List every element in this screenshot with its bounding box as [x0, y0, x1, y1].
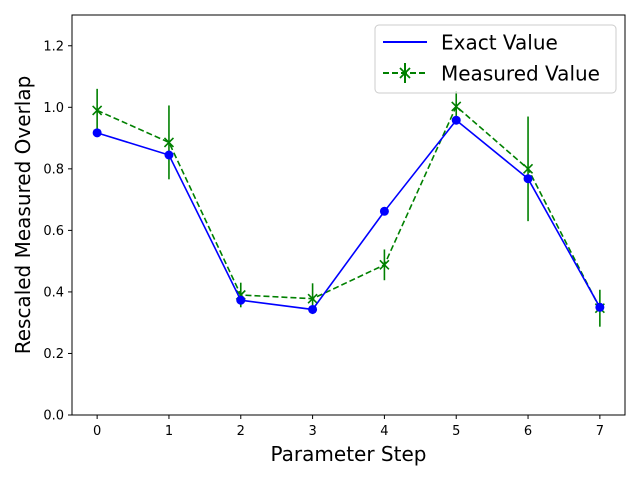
y-tick-label-3: 0.6	[43, 224, 64, 239]
point-exact-0	[92, 128, 102, 138]
plot-frame	[71, 14, 626, 416]
legend: Exact Value Measured Value	[374, 24, 617, 94]
y-tick-label-1: 0.2	[43, 347, 64, 362]
x-tick-label-2: 2	[237, 424, 245, 439]
point-measured-5	[451, 101, 462, 112]
point-exact-4	[379, 206, 389, 216]
x-tick-label-1: 1	[165, 424, 173, 439]
x-tick-label-6: 6	[524, 424, 532, 439]
y-tick-label-2: 0.4	[43, 285, 64, 300]
legend-label-measured: Measured Value	[441, 62, 600, 86]
y-tick-label-6: 1.2	[43, 39, 64, 54]
point-measured-1	[163, 137, 175, 148]
point-exact-3	[308, 304, 318, 314]
legend-label-exact: Exact Value	[441, 31, 558, 55]
x-axis-label: Parameter Step	[271, 442, 427, 466]
point-exact-5	[451, 115, 461, 125]
point-exact-2	[236, 295, 246, 305]
series-exact-line	[96, 119, 601, 311]
series-layer	[92, 88, 605, 327]
x-tick-label-0: 0	[93, 424, 101, 439]
x-tick-label-4: 4	[380, 424, 388, 439]
point-measured-3	[307, 293, 318, 304]
x-tick-label-5: 5	[452, 424, 460, 439]
y-tick-label-4: 0.8	[43, 162, 64, 177]
series-measured-line	[96, 105, 601, 309]
y-tick-label-5: 1.0	[43, 101, 64, 116]
legend-swatch-measured-marker	[399, 67, 411, 79]
x-tick-label-7: 7	[596, 424, 604, 439]
x-axis: 0 1 2 3 4 5 6 7	[93, 415, 604, 439]
point-exact-1	[164, 150, 174, 160]
y-tick-label-0: 0.0	[43, 409, 64, 424]
legend-frame	[374, 24, 617, 94]
x-tick-label-3: 3	[308, 424, 316, 439]
y-axis: 0.0 0.2 0.4 0.6 0.8 1.0 1.2	[43, 39, 72, 424]
point-measured-6	[522, 163, 534, 174]
point-exact-7	[595, 302, 605, 312]
point-measured-0	[92, 105, 103, 116]
y-axis-label: Rescaled Measured Overlap	[11, 76, 35, 355]
point-exact-6	[523, 174, 533, 184]
point-measured-4	[379, 259, 390, 270]
